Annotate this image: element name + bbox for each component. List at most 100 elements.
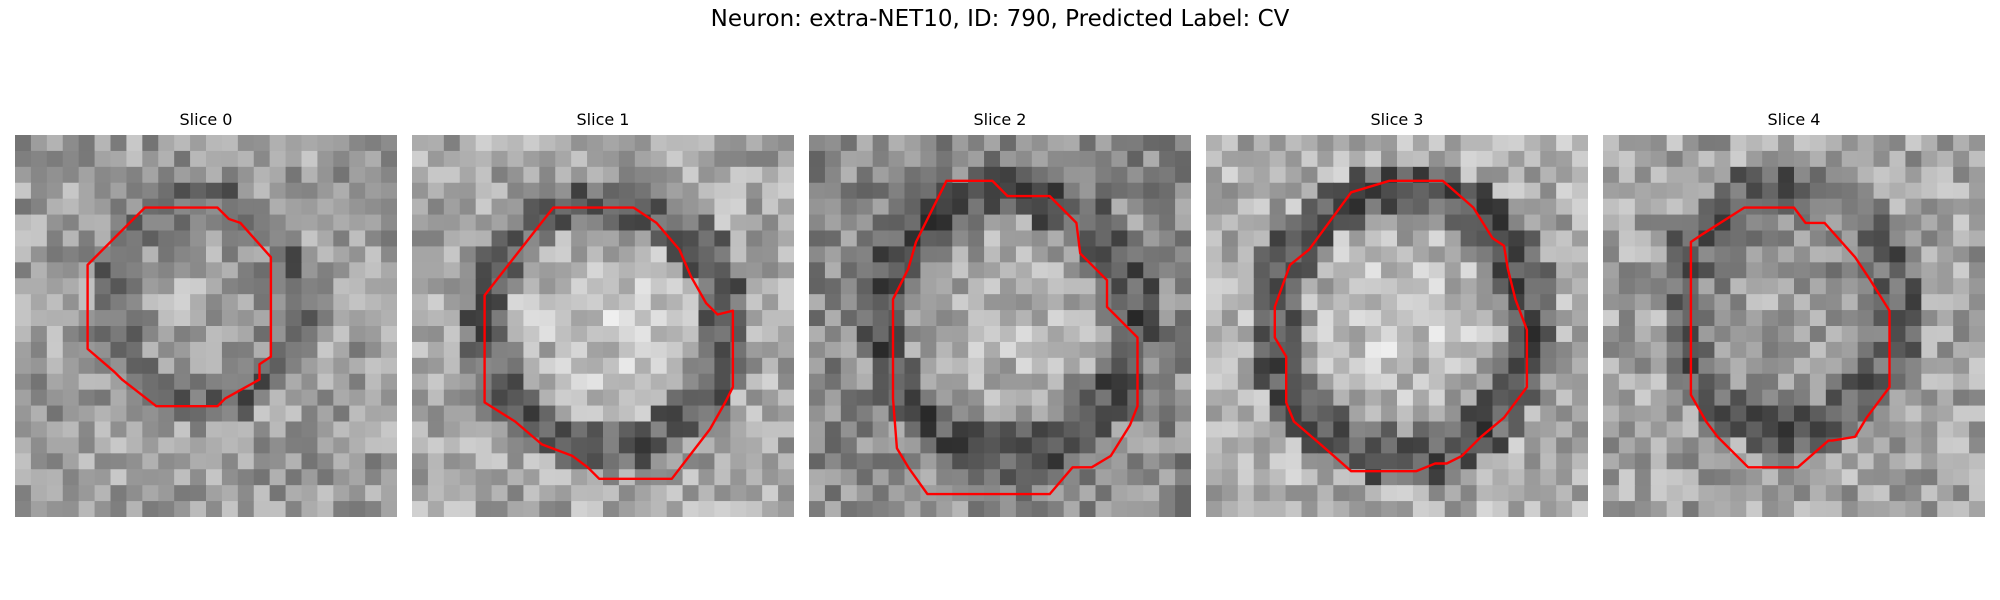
pixel-cell (1698, 135, 1716, 152)
pixel-cell (904, 182, 922, 200)
pixel-cell (1841, 230, 1859, 248)
pixel-cell (1905, 246, 1922, 263)
pixel-cell (333, 182, 350, 200)
pixel-cell (190, 405, 207, 423)
pixel-cell (507, 198, 525, 216)
pixel-cell (126, 278, 143, 295)
pixel-cell (301, 405, 319, 423)
pixel-cell (1063, 437, 1081, 454)
pixel-cell (1809, 294, 1827, 311)
pixel-cell (1095, 437, 1113, 454)
pixel-cell (809, 166, 826, 184)
pixel-cell (1857, 341, 1875, 359)
pixel-cell (1492, 437, 1510, 454)
pixel-cell (253, 150, 271, 168)
pixel-cell (1397, 405, 1414, 423)
pixel-cell (1000, 437, 1017, 454)
pixel-cell (1762, 246, 1779, 263)
pixel-cell (1476, 278, 1494, 295)
pixel-cell (587, 357, 604, 375)
pixel-cell (1905, 501, 1922, 517)
pixel-cell (30, 373, 48, 391)
pixel-cell (1333, 326, 1350, 343)
pixel-cell (46, 182, 64, 200)
pixel-cell (412, 294, 429, 311)
pixel-cell (587, 453, 604, 470)
pixel-cell (1873, 405, 1891, 423)
pixel-cell (1492, 230, 1510, 248)
pixel-cell (412, 278, 429, 295)
pixel-cell (253, 310, 271, 327)
pixel-cell (1857, 310, 1875, 327)
pixel-cell (1175, 246, 1191, 263)
pixel-cell (1365, 373, 1382, 391)
pixel-cell (952, 310, 969, 327)
pixel-cell (221, 230, 239, 248)
pixel-cell (824, 405, 842, 423)
pixel-cell (349, 182, 366, 200)
pixel-cell (269, 278, 287, 295)
pixel-cell (809, 150, 826, 168)
pixel-cell (1285, 294, 1303, 311)
pixel-cell (94, 437, 112, 454)
pixel-cell (1031, 278, 1049, 295)
pixel-cell (1269, 421, 1287, 439)
pixel-cell (1333, 294, 1350, 311)
pixel-cell (1460, 389, 1478, 407)
pixel-cell (1444, 357, 1462, 375)
pixel-cell (539, 421, 556, 439)
pixel-cell (1572, 485, 1588, 502)
pixel-cell (1746, 469, 1763, 486)
pixel-cell (1953, 421, 1970, 439)
pixel-cell (443, 373, 461, 391)
pixel-cell (904, 501, 922, 517)
pixel-cell (888, 230, 906, 248)
pixel-cell (46, 485, 64, 502)
pixel-cell (1650, 485, 1668, 502)
pixel-cell (30, 198, 48, 216)
pixel-cell (1031, 166, 1049, 184)
pixel-cell (1221, 230, 1239, 248)
pixel-cell (1905, 294, 1922, 311)
pixel-cell (730, 389, 747, 407)
pixel-cell (1809, 262, 1827, 279)
pixel-cell (285, 485, 303, 502)
pixel-cell (1841, 389, 1859, 407)
pixel-cell (1778, 389, 1795, 407)
pixel-cell (523, 421, 540, 439)
pixel-cell (301, 135, 319, 152)
pixel-cell (730, 326, 747, 343)
pixel-cell (1889, 278, 1907, 295)
pixel-cell (1666, 326, 1684, 343)
pixel-cell (1015, 453, 1033, 470)
pixel-cell (1095, 469, 1113, 486)
pixel-cell (1381, 341, 1398, 359)
pixel-cell (1476, 150, 1494, 168)
pixel-cell (968, 198, 985, 216)
pixel-cell (1428, 310, 1446, 327)
pixel-cell (1746, 182, 1763, 200)
pixel-cell (587, 405, 604, 423)
pixel-cell (778, 310, 794, 327)
pixel-cell (1476, 501, 1494, 517)
pixel-cell (1889, 246, 1907, 263)
pixel-cell (762, 357, 779, 375)
pixel-cell (333, 150, 350, 168)
pixel-cell (1221, 246, 1239, 263)
pixel-cell (1206, 453, 1223, 470)
pixel-cell (1412, 214, 1430, 232)
pixel-cell (920, 135, 937, 152)
pixel-cell (253, 421, 271, 439)
pixel-cell (269, 262, 287, 279)
pixel-cell (539, 453, 556, 470)
pixel-cell (1063, 294, 1081, 311)
pixel-cell (1221, 198, 1239, 216)
pixel-cell (1556, 485, 1573, 502)
pixel-cell (1921, 230, 1938, 248)
pixel-cell (1253, 437, 1271, 454)
pixel-cell (698, 166, 716, 184)
pixel-cell (1031, 230, 1049, 248)
pixel-cell (285, 230, 303, 248)
pixel-cell (1746, 341, 1763, 359)
pixel-cell (1285, 357, 1303, 375)
